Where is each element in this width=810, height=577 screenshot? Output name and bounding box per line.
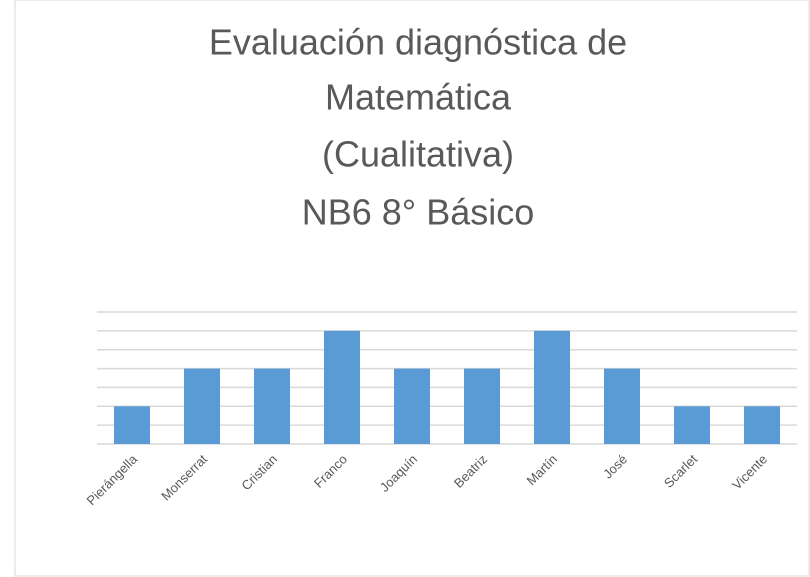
bar xyxy=(534,330,570,444)
bar xyxy=(744,406,780,444)
chart-title: Evaluación diagnóstica de xyxy=(209,22,627,63)
bar xyxy=(184,368,220,444)
bar xyxy=(464,368,500,444)
bar xyxy=(604,368,640,444)
bar xyxy=(324,330,360,444)
bar xyxy=(394,368,430,444)
chart-title: (Cualitativa) xyxy=(322,134,514,175)
chart-frame xyxy=(14,0,810,577)
bar xyxy=(114,406,150,444)
chart-title: NB6 8° Básico xyxy=(302,192,535,233)
bar xyxy=(254,368,290,444)
bar xyxy=(674,406,710,444)
chart-title: Matemática xyxy=(325,77,512,118)
